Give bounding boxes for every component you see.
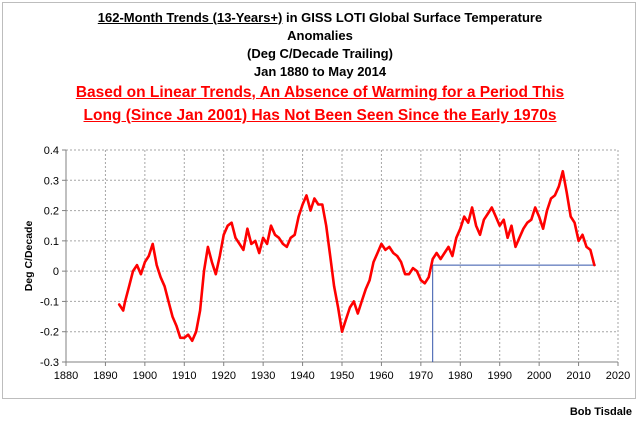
chart-subtitle-line-2: Long (Since Jan 2001) Has Not Been Seen … (0, 104, 640, 127)
y-tick-label: 0 (53, 266, 59, 278)
y-tick-label: -0.2 (40, 327, 59, 339)
x-tick-label: 2010 (566, 370, 590, 382)
chart-title-block: 162-Month Trends (13-Years+) in GISS LOT… (0, 9, 640, 127)
chart-subtitle-text-2: Long (Since Jan 2001) Has Not Been Seen … (83, 107, 557, 124)
x-tick-label: 1880 (54, 370, 78, 382)
x-tick-label: 1910 (172, 370, 196, 382)
chart-title-line-3: (Deg C/Decade Trailing) (247, 46, 393, 61)
x-tick-label: 1980 (448, 370, 472, 382)
x-tick-label: 2000 (527, 370, 551, 382)
y-tick-label: -0.3 (40, 357, 59, 369)
x-tick-label: 1970 (409, 370, 433, 382)
y-tick-label: 0.3 (44, 175, 59, 187)
y-axis-label: Deg C/Decade (23, 221, 35, 292)
x-tick-label: 1930 (251, 370, 275, 382)
series-line-trend (117, 169, 596, 343)
x-tick-label: 1940 (290, 370, 314, 382)
x-tick-label: 1990 (487, 370, 511, 382)
credit-label: Bob Tisdale (569, 406, 632, 418)
chart-subtitle-line-1: Based on Linear Trends, An Absence of Wa… (0, 81, 640, 104)
chart-title-line-2: Anomalies (287, 28, 353, 43)
chart-subtitle-text-1: Based on Linear Trends, An Absence of Wa… (75, 84, 565, 101)
chart-title-line-4: Jan 1880 to May 2014 (253, 64, 387, 79)
chart-title-rest: in GISS LOTI Global Surface Temperature (282, 10, 543, 25)
chart-title-underlined: 162-Month Trends (13-Years+) (97, 10, 283, 25)
x-tick-label: 1890 (93, 370, 117, 382)
x-tick-label: 2020 (606, 370, 630, 382)
y-tick-label: 0.4 (44, 145, 59, 157)
y-tick-label: 0.2 (44, 206, 59, 218)
x-tick-label: 1960 (369, 370, 393, 382)
x-tick-label: 1900 (133, 370, 157, 382)
chart-frame (2, 2, 636, 399)
y-tick-label: -0.1 (40, 296, 59, 308)
y-tick-label: 0.1 (44, 236, 59, 248)
x-tick-label: 1950 (330, 370, 354, 382)
x-tick-label: 1920 (211, 370, 235, 382)
chart-title-line-1: 162-Month Trends (13-Years+) in GISS LOT… (0, 9, 640, 27)
